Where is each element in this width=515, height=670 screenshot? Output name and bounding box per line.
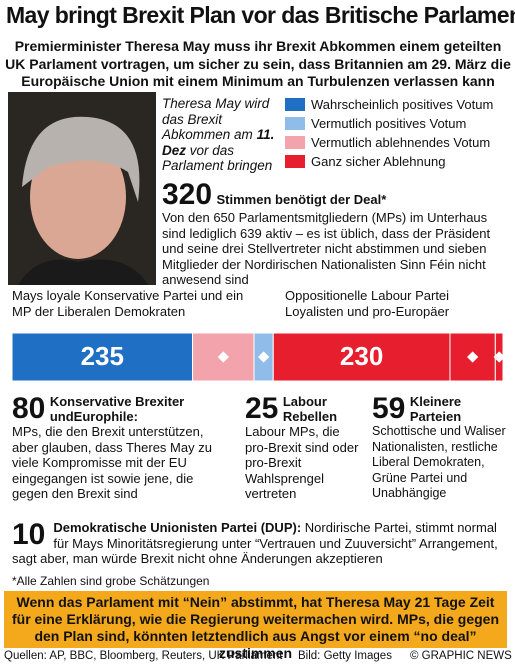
credit: Bild: Getty Images <box>298 650 392 662</box>
legend-item: Wahrscheinlich positives Votum <box>285 95 493 114</box>
legend-label: Vermutlich ablehnendes Votum <box>311 135 491 150</box>
legend-swatch <box>285 98 305 111</box>
legend-item: Vermutlich positives Votum <box>285 114 493 133</box>
subtitle: Premierminister Theresa May muss ihr Bre… <box>5 38 511 89</box>
legend-swatch <box>285 117 305 130</box>
copyright: © GRAPHIC NEWS <box>410 650 512 662</box>
bar-chart: 235 230 <box>12 333 503 381</box>
group-title: Demokratische Unionisten Partei (DUP): <box>53 520 302 535</box>
group-title: Kleinere Parteien <box>409 394 462 424</box>
needed-label: Stimmen benötigt der Deal* <box>216 192 387 207</box>
right-group: Oppositionelle Labour Partei Loyalisten … <box>285 288 450 319</box>
group-block: 80 Konservative Brexiter undEurophile: MP… <box>12 394 232 502</box>
legend-label: Wahrscheinlich positives Votum <box>311 97 494 112</box>
legend-label: Ganz sicher Ablehnung <box>311 154 446 169</box>
needed-value: 320 Stimmen benötigt der Deal* <box>162 180 386 210</box>
footnote: *Alle Zahlen sind grobe Schätzungen <box>12 574 210 588</box>
legend-swatch <box>285 136 305 149</box>
group-number: 59 <box>372 392 406 425</box>
needed-number: 320 <box>162 178 213 211</box>
group-title: Konservative Brexiter undEurophile: <box>49 394 185 424</box>
needed-text: Von den 650 Parlamentsmitgliedern (MPs) … <box>162 210 491 287</box>
banner: Wenn das Parlament mit “Nein” abstimmt, … <box>4 591 507 661</box>
group-number: 10 <box>12 518 46 551</box>
group-text: Nordirische Partei, stimmt normal für Ma… <box>12 520 498 566</box>
bar-segment <box>12 333 194 381</box>
legend-label: Vermutlich positives Votum <box>311 116 467 131</box>
group-block: 25 Labour Rebellen Labour MPs, die pro-Br… <box>245 394 363 502</box>
group-number: 25 <box>245 392 279 425</box>
legend-item: Vermutlich ablehnendes Votum <box>285 133 493 152</box>
photo <box>8 92 156 285</box>
bar-label: 230 <box>340 341 383 371</box>
group-text: Schottische und Waliser Nationalisten, r… <box>372 424 506 500</box>
caption-date: 11. Dez <box>162 127 275 158</box>
left-group: Mays loyale Konservative Partei und ein … <box>12 288 244 319</box>
group-block: 59 Kleinere Parteien Schottische und Wali… <box>372 394 512 502</box>
title: May bringt Brexit Plan vor das Britische… <box>6 2 515 28</box>
group-number: 80 <box>12 392 46 425</box>
bar-label: 235 <box>81 341 124 371</box>
group-block: 10 Demokratische Unionisten Partei (DUP):… <box>12 520 508 567</box>
sources: Quellen: AP, BBC, Bloomberg, Reuters, UK… <box>4 650 283 662</box>
bar-segment <box>272 333 451 381</box>
caption-text: vor das Parlament bringen <box>162 142 273 174</box>
legend: Wahrscheinlich positives Votum Vermutlich… <box>285 95 493 171</box>
legend-item: Ganz sicher Ablehnung <box>285 152 493 171</box>
group-text: Labour MPs, die pro-Brexit sind oder pro… <box>245 424 359 501</box>
group-title: Labour Rebellen <box>282 394 338 424</box>
caption-text: Theresa May wird das Brexit Abkommen am <box>162 96 270 142</box>
bar-marker <box>257 351 270 363</box>
caption: Theresa May wird das Brexit Abkommen am … <box>162 96 282 174</box>
group-text: MPs, die den Brexit unterstützen, aber g… <box>12 424 212 501</box>
legend-swatch <box>285 155 305 168</box>
